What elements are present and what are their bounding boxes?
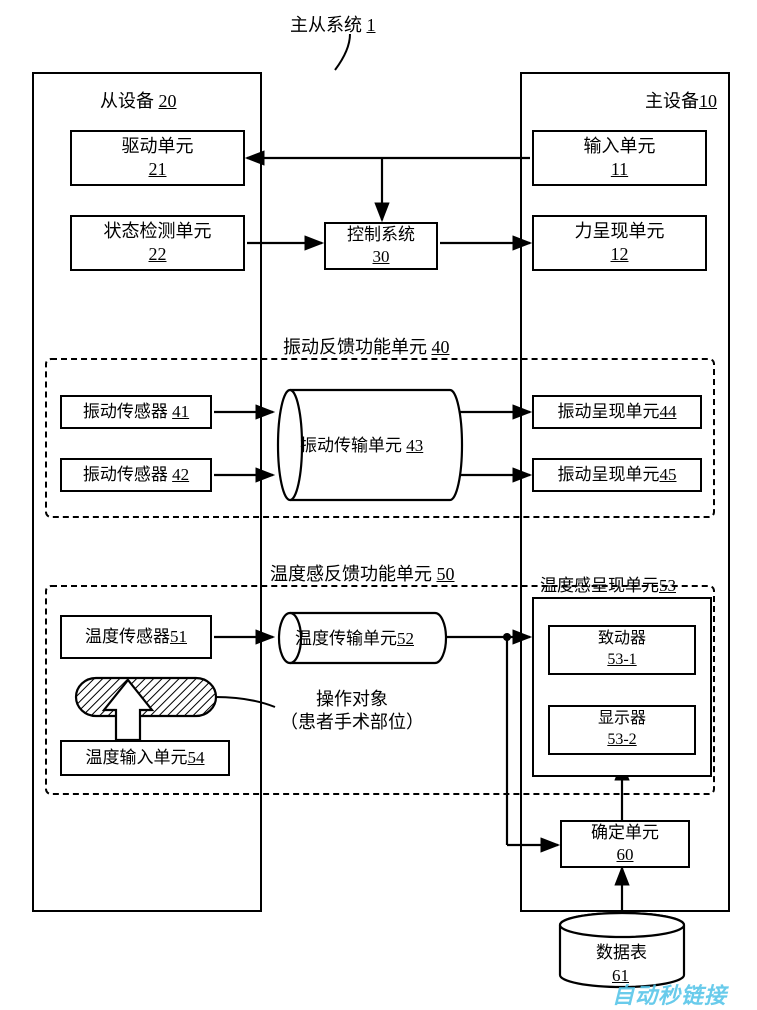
vib-trans-num: 43 [406,436,423,455]
master-num: 10 [699,91,717,111]
vib-pres1-label: 振动呈现单元 [558,401,660,423]
vibration-group-title: 振动反馈功能单元 [283,337,427,357]
display-label: 显示器 [598,709,646,730]
actuator-box: 致动器 53-1 [548,625,696,675]
force-unit-box: 力呈现单元 12 [532,215,707,271]
data-table-label: 数据表 [596,942,647,964]
temp-trans-label: 温度传输单元 [295,629,397,648]
state-detect-num: 22 [149,243,167,266]
decide-unit-box: 确定单元 60 [560,820,690,868]
drive-unit-num: 21 [149,158,167,181]
vib-sensor2-label: 振动传感器 [83,464,168,486]
decide-unit-num: 60 [617,844,634,866]
actuator-num: 53-1 [607,650,636,671]
state-detect-label: 状态检测单元 [104,220,212,243]
input-unit-box: 输入单元 11 [532,130,707,186]
slave-title: 从设备 [100,91,154,111]
master-title: 主设备 [645,91,699,111]
temp-input-label: 温度输入单元 [86,747,188,769]
watermark-text: 自动秒链接 [612,978,727,1010]
temp-sensor-num: 51 [170,626,187,648]
decide-unit-label: 确定单元 [591,822,659,844]
vib-sensor1-label: 振动传感器 [83,401,168,423]
vib-pres2-num: 45 [660,464,677,486]
vib-sensor1-box: 振动传感器 41 [60,395,212,429]
temp-panel-title: 温度感呈现单元 [540,576,659,595]
input-unit-label: 输入单元 [584,135,656,158]
vibration-group-num: 40 [432,337,450,357]
temp-panel-num: 53 [659,576,676,595]
vib-pres1-num: 44 [660,401,677,423]
control-system-box: 控制系统 30 [324,222,438,270]
control-system-num: 30 [373,246,390,268]
temp-input-box: 温度输入单元54 [60,740,230,776]
display-box: 显示器 53-2 [548,705,696,755]
vib-pres2-label: 振动呈现单元 [558,464,660,486]
vib-pres2-box: 振动呈现单元45 [532,458,702,492]
vib-sensor1-num: 41 [172,401,189,423]
drive-unit-label: 驱动单元 [122,135,194,158]
temp-trans-num: 52 [397,629,414,648]
display-num: 53-2 [607,730,636,751]
control-system-label: 控制系统 [347,224,415,246]
force-unit-label: 力呈现单元 [575,220,665,243]
slave-num: 20 [159,91,177,111]
vib-sensor2-num: 42 [172,464,189,486]
input-unit-num: 11 [611,158,628,181]
temp-sensor-box: 温度传感器51 [60,615,212,659]
actuator-label: 致动器 [598,629,646,650]
temp-group-title: 温度感反馈功能单元 [270,564,432,584]
temp-sensor-label: 温度传感器 [85,626,170,648]
force-unit-num: 12 [611,243,629,266]
vib-sensor2-box: 振动传感器 42 [60,458,212,492]
temp-group-num: 50 [437,564,455,584]
temp-input-num: 54 [188,747,205,769]
vib-trans-label: 振动传输单元 [300,436,402,455]
subject-line2: （患者手术部位） [280,711,424,734]
subject-line1: 操作对象 [280,688,424,711]
state-detect-box: 状态检测单元 22 [70,215,245,271]
drive-unit-box: 驱动单元 21 [70,130,245,186]
vib-pres1-box: 振动呈现单元44 [532,395,702,429]
